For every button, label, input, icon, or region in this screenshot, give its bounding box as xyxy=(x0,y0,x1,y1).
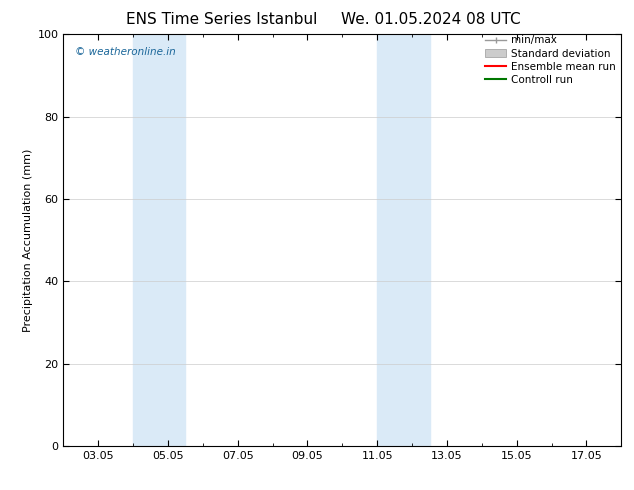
Bar xyxy=(377,34,430,446)
Bar xyxy=(133,34,185,446)
Legend: min/max, Standard deviation, Ensemble mean run, Controll run: min/max, Standard deviation, Ensemble me… xyxy=(485,35,616,85)
Text: © weatheronline.in: © weatheronline.in xyxy=(75,47,176,57)
Text: ENS Time Series Istanbul: ENS Time Series Istanbul xyxy=(126,12,318,27)
Text: We. 01.05.2024 08 UTC: We. 01.05.2024 08 UTC xyxy=(341,12,521,27)
Y-axis label: Precipitation Accumulation (mm): Precipitation Accumulation (mm) xyxy=(23,148,34,332)
